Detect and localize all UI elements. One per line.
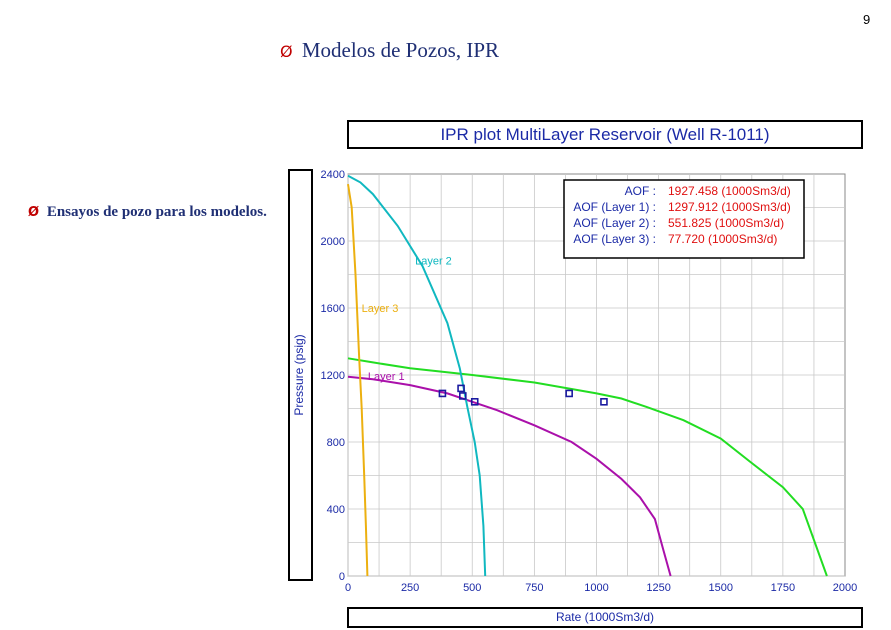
test-point-marker — [457, 384, 465, 393]
aof-legend-label: AOF : — [625, 184, 656, 198]
chart-title: IPR plot MultiLayer Reservoir (Well R-10… — [347, 120, 863, 149]
y-tick-label: 400 — [327, 504, 345, 516]
test-point-marker — [459, 392, 467, 400]
x-tick-label: 1750 — [771, 582, 795, 594]
ipr-curve-total — [347, 357, 828, 577]
bullet-arrow-icon: Ø — [280, 42, 293, 61]
aof-legend-value: 551.825 (1000Sm3/d) — [668, 216, 784, 230]
y-tick-label: 1200 — [321, 370, 345, 382]
ipr-curve-layer3 — [347, 183, 369, 577]
ipr-curve-layer1 — [347, 375, 672, 577]
y-tick-label: 1600 — [321, 303, 345, 315]
slide-title-text: Modelos de Pozos, IPR — [301, 38, 500, 62]
aof-legend-label: AOF (Layer 3) : — [573, 232, 656, 246]
test-point-marker — [438, 389, 447, 398]
x-tick-label: 0 — [345, 582, 351, 594]
y-tick-label: 2000 — [321, 236, 345, 248]
curve-label-layer2: Layer 2 — [415, 255, 452, 267]
aof-legend-box — [563, 179, 805, 259]
ipr-curve-layer2 — [347, 174, 487, 577]
x-tick-label: 1250 — [646, 582, 670, 594]
aof-legend-value: 1297.912 (1000Sm3/d) — [668, 200, 791, 214]
aof-legend-label: AOF (Layer 1) : — [573, 200, 656, 214]
x-tick-label: 500 — [463, 582, 481, 594]
slide-title: Ø Modelos de Pozos, IPR — [280, 38, 499, 63]
x-tick-label: 250 — [401, 582, 419, 594]
test-point-marker — [600, 398, 608, 406]
x-tick-label: 2000 — [833, 582, 857, 594]
x-tick-label: 750 — [525, 582, 543, 594]
bullet-text: Ensayos de pozo para los modelos. — [46, 204, 267, 220]
y-tick-label: 2400 — [321, 169, 345, 181]
x-tick-label: 1000 — [584, 582, 608, 594]
test-point-marker — [470, 398, 479, 406]
y-tick-label: 800 — [327, 437, 345, 449]
x-tick-label: 1500 — [709, 582, 733, 594]
test-point-marker — [565, 389, 573, 398]
aof-legend-value: 1927.458 (1000Sm3/d) — [668, 184, 791, 198]
aof-legend-value: 77.720 (1000Sm3/d) — [668, 232, 777, 246]
aof-legend-label: AOF (Layer 2) : — [573, 216, 656, 230]
y-axis-label: Pressure (psig) — [292, 334, 306, 416]
x-axis-label: Rate (1000Sm3/d) — [347, 607, 863, 628]
ipr-plot: 0 250 500 750 1000 1250 1500 1750 2000 0 400 800 120… — [321, 169, 858, 594]
curve-label-layer1: Layer 1 — [368, 371, 405, 383]
y-tick-label: 0 — [339, 571, 345, 583]
curve-label-layer3: Layer 3 — [362, 303, 399, 315]
bullet-arrow-icon: Ø — [28, 205, 40, 220]
y-axis-label-box — [288, 169, 313, 581]
page-number: 9 — [863, 12, 871, 27]
slide-bullet-text: Ø Ensayos de pozo para los modelos. — [28, 201, 268, 224]
